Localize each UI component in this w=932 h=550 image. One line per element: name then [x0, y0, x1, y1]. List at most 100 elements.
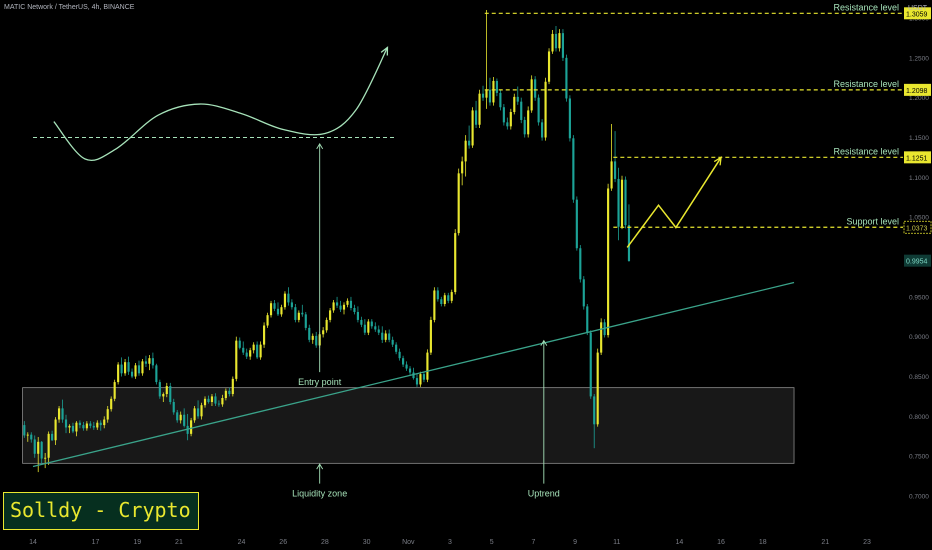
candle-body	[273, 303, 276, 309]
candle-body	[259, 344, 262, 358]
candle-body	[57, 408, 61, 420]
y-tick-label: 0.9000	[909, 334, 929, 341]
candle-body	[103, 419, 106, 426]
candle-body	[339, 305, 342, 310]
x-tick-label: 14	[29, 539, 37, 546]
candle-body	[624, 179, 627, 226]
y-tick-label: 0.8500	[909, 374, 929, 381]
candle-body	[405, 364, 408, 369]
candle-body	[335, 302, 339, 306]
candle-body	[544, 81, 547, 138]
candle-body	[78, 422, 81, 426]
candle-body	[193, 408, 196, 421]
candle-body	[388, 333, 391, 340]
candle-body	[426, 352, 429, 380]
candle-body	[85, 423, 88, 429]
candle-body	[381, 332, 384, 340]
candle-body	[537, 97, 540, 123]
annotation-pointer-head	[316, 142, 324, 150]
candle-body	[516, 96, 519, 102]
candle-body	[37, 441, 40, 454]
candle-body	[47, 433, 50, 458]
candle-body	[408, 368, 412, 373]
candle-body	[120, 364, 123, 374]
candle-body	[176, 412, 179, 421]
candle-body	[610, 161, 613, 189]
candle-body	[520, 101, 523, 120]
candle-body	[513, 96, 516, 113]
candle-body	[332, 302, 335, 311]
candle-body	[61, 408, 64, 420]
candle-body	[68, 425, 71, 428]
candle-body	[558, 33, 561, 49]
candle-body	[33, 439, 36, 454]
candle-body	[506, 122, 509, 127]
candle-body	[554, 33, 558, 49]
candle-body	[124, 362, 127, 374]
candle-body	[551, 33, 554, 52]
candle-body	[172, 401, 175, 413]
candle-body	[561, 33, 565, 58]
candle-body	[468, 140, 471, 146]
level-label: Resistance level	[833, 79, 899, 89]
candle-body	[311, 335, 314, 340]
candle-body	[391, 339, 394, 345]
candle-body	[464, 140, 467, 162]
candle-body	[106, 409, 109, 420]
candle-body	[617, 178, 620, 227]
price-tag	[904, 83, 931, 96]
y-tick-label: 0.8000	[909, 414, 929, 421]
x-tick-label: 19	[133, 539, 141, 546]
candle-body	[186, 425, 189, 434]
candle-body	[224, 390, 227, 399]
candle-body	[252, 344, 255, 351]
candle-body	[276, 308, 280, 315]
candle-body	[447, 295, 450, 301]
annotation-label: Uptrend	[528, 489, 560, 499]
candle-body	[235, 340, 238, 379]
candle-body	[353, 307, 356, 312]
brand-watermark: Solldy - Crypto for U	[3, 492, 199, 530]
candle-body	[429, 319, 432, 353]
candle-body	[589, 332, 592, 397]
candle-body	[342, 304, 346, 310]
x-tick-label: 5	[490, 539, 494, 546]
candle-body	[266, 315, 269, 326]
candle-body	[151, 358, 154, 366]
candle-body	[51, 433, 54, 441]
candle-body	[384, 333, 387, 340]
candle-body	[144, 361, 148, 364]
candle-body	[127, 362, 130, 372]
annotation-label: Entry point	[298, 377, 342, 387]
candle-body	[169, 386, 172, 402]
candle-body	[422, 374, 426, 380]
candle-body	[179, 414, 182, 421]
candle-body	[256, 344, 259, 358]
candle-body	[165, 386, 168, 395]
candle-body	[433, 290, 436, 320]
candle-body	[207, 398, 210, 402]
candle-body	[582, 279, 585, 307]
y-tick-label: 0.7500	[909, 454, 929, 461]
candle-body	[203, 398, 207, 406]
candle-body	[596, 352, 599, 425]
x-tick-label: 16	[717, 539, 725, 546]
x-tick-label: 30	[363, 539, 371, 546]
candle-body	[290, 302, 293, 308]
candle-body	[367, 321, 370, 333]
candle-body	[568, 98, 571, 139]
projection-path	[626, 157, 722, 248]
candle-body	[217, 403, 220, 405]
candle-body	[96, 422, 99, 428]
candle-body	[71, 425, 75, 432]
chart-symbol-label: MATIC Network / TetherUS, 4h, BINANCE	[4, 4, 135, 11]
candle-body	[360, 319, 363, 325]
candle-body	[454, 233, 457, 293]
price-tag-label: 1.2098	[906, 88, 928, 95]
x-tick-label: 3	[448, 539, 452, 546]
price-tag	[904, 151, 931, 164]
candle-body	[443, 295, 446, 305]
candle-body	[315, 335, 318, 346]
